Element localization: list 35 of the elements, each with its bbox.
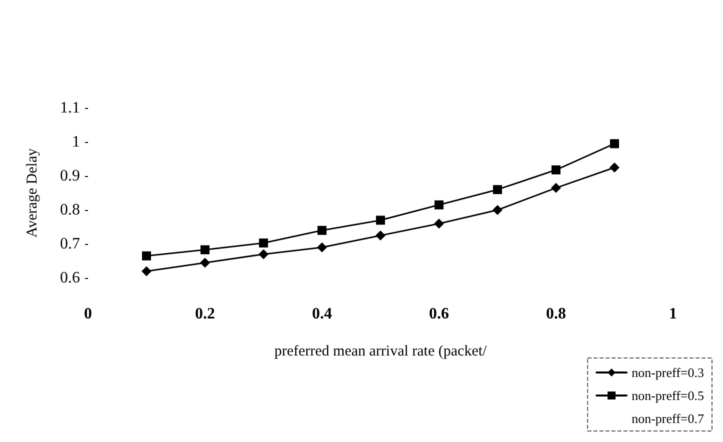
- point: [610, 162, 620, 172]
- point: [200, 258, 210, 268]
- point: [492, 205, 502, 215]
- text: non-preff=0.7: [632, 411, 704, 426]
- x-tick-label: 0.6: [429, 306, 449, 322]
- point: [493, 185, 502, 194]
- point: [551, 182, 561, 193]
- point: [610, 139, 619, 148]
- x-axis-title: preferred mean arrival rate (packet/: [274, 344, 488, 360]
- y-tick-label: 0.8: [60, 202, 80, 218]
- point: [142, 251, 151, 260]
- point: [552, 165, 560, 174]
- point: [318, 226, 326, 235]
- point: [200, 245, 210, 254]
- legend-label: non-preff=0.5: [632, 388, 704, 403]
- y-tick-label: 1.1: [60, 100, 80, 116]
- x-tick-label: 0.8: [546, 306, 566, 322]
- point: [142, 266, 152, 276]
- y-tick-label: 0.6: [60, 270, 80, 286]
- point: [376, 230, 386, 240]
- point: [259, 238, 268, 248]
- point: [434, 200, 444, 210]
- legend-label: non-preff=0.3: [632, 365, 704, 380]
- x-tick-label: 0: [84, 306, 92, 322]
- point: [434, 218, 444, 229]
- x-tick-label: 0.2: [195, 306, 215, 322]
- y-axis-title: Average Delay: [24, 148, 40, 238]
- y-tick-label: 0.7: [60, 236, 80, 252]
- x-tick-label: 0.4: [312, 306, 332, 322]
- point: [258, 249, 268, 260]
- point: [317, 242, 327, 252]
- y-tick-label: 0.9: [60, 168, 80, 184]
- y-tick-label: 1: [72, 134, 80, 150]
- x-tick-label: 1: [669, 306, 677, 322]
- point: [376, 216, 385, 225]
